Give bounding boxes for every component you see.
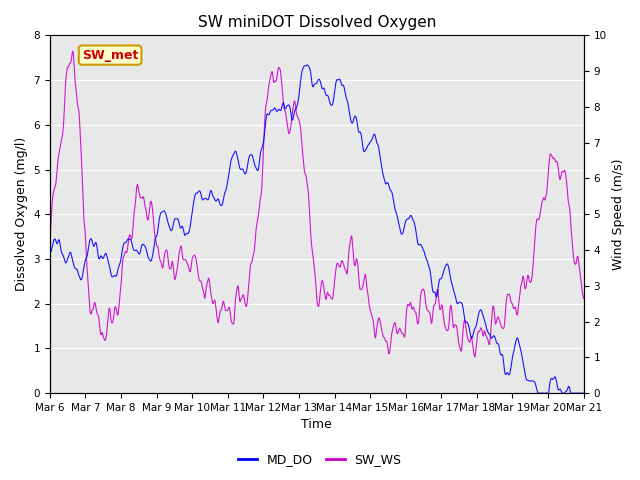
Y-axis label: Dissolved Oxygen (mg/l): Dissolved Oxygen (mg/l): [15, 137, 28, 291]
Title: SW miniDOT Dissolved Oxygen: SW miniDOT Dissolved Oxygen: [198, 15, 436, 30]
Y-axis label: Wind Speed (m/s): Wind Speed (m/s): [612, 158, 625, 270]
X-axis label: Time: Time: [301, 419, 332, 432]
Text: SW_met: SW_met: [82, 48, 138, 61]
Legend: MD_DO, SW_WS: MD_DO, SW_WS: [234, 448, 406, 471]
